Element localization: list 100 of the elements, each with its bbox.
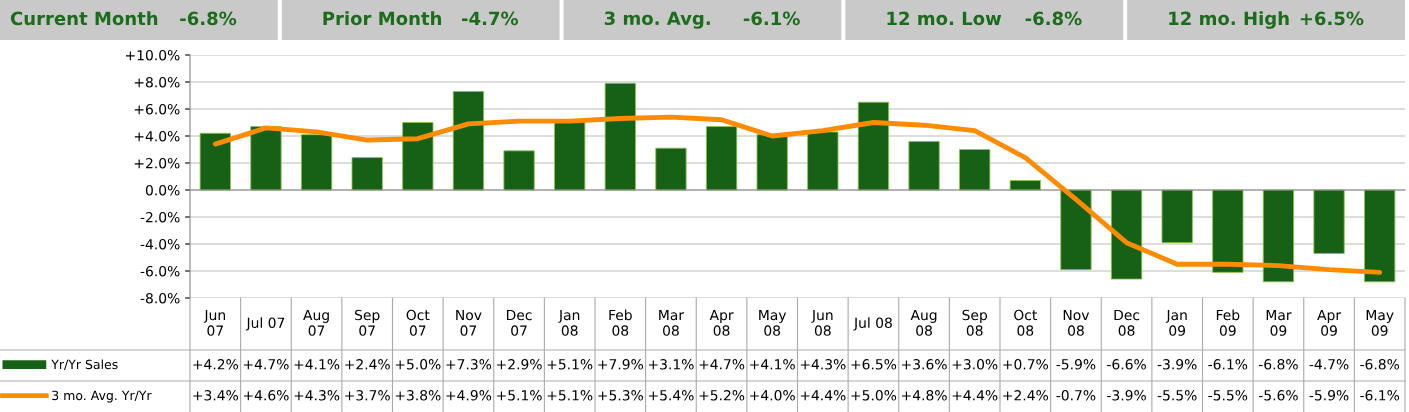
bar [604,82,636,191]
data-label: -3.9% [1107,390,1146,401]
data-label: +4.1% [294,359,340,370]
data-label: +7.9% [598,359,644,370]
x-tick-label: May 08 [759,309,787,336]
text: 3 mo. Avg. [604,11,710,29]
y-tick-label: -8.0% [140,292,180,304]
bar [1212,189,1244,273]
text: -6.8% [180,11,237,26]
bar [756,134,788,191]
bar [503,150,535,191]
data-label: +5.0% [851,390,897,401]
data-label: +3.7% [345,390,390,401]
data-label: +4.3% [800,359,846,370]
data-label: -3.9% [1157,359,1197,370]
data-label: -0.7% [1056,390,1096,401]
data-label: -6.6% [1107,359,1146,370]
data-label: +0.7% [1003,359,1049,370]
data-label: +2.9% [497,359,542,370]
data-label: +3.8% [395,390,441,401]
bar [250,126,282,191]
x-tick-label: May 09 [1366,309,1394,336]
bar [199,132,231,191]
data-label: +5.1% [547,359,593,370]
x-tick-label: Jun 08 [811,309,833,336]
x-tick-label: Feb 09 [1216,309,1240,336]
y-tick-label: +10.0% [125,49,180,61]
data-label: +4.4% [800,390,846,401]
data-label: +4.2% [193,359,239,370]
data-label: +2.4% [345,359,390,370]
text: -6.8% [1025,11,1082,26]
x-tick-label: Mar 09 [1266,309,1292,336]
x-tick-label: Dec 07 [506,309,532,336]
bar [655,147,687,191]
bar [1110,189,1143,280]
data-label: -6.1% [1360,390,1400,401]
bar [807,131,839,191]
text: 12 mo. Low [887,11,1002,26]
data-label: +4.9% [446,390,492,401]
y-tick-label: +4.0% [134,130,180,142]
bar [705,126,738,191]
data-label: +4.1% [750,359,795,370]
data-label: +4.3% [294,390,340,401]
text: Current Month [10,11,158,26]
y-tick-label: -4.0% [140,238,180,250]
text: -4.7% [462,11,519,26]
y-tick-label: +2.0% [134,157,180,169]
text: Prior Month [323,11,442,26]
data-label: +5.0% [395,359,441,370]
data-label: -5.9% [1309,390,1349,401]
data-label: +4.0% [750,390,795,401]
data-label: -5.6% [1258,390,1298,401]
data-label: +4.7% [243,359,289,370]
data-label: +3.4% [193,390,239,401]
x-tick-label: Nov 08 [1063,309,1090,336]
data-label: -5.5% [1157,390,1197,401]
x-tick-label: Nov 07 [456,309,482,336]
data-label: +3.0% [952,359,998,370]
y-tick-label: 0.0% [145,184,180,196]
y-tick-label: +6.0% [134,103,180,115]
data-label: +5.1% [497,390,542,401]
bar [1364,189,1396,283]
x-tick-label: Sep 08 [962,309,988,336]
x-tick-label: Jul 08 [853,317,892,331]
data-label: +5.4% [648,390,694,401]
bar [857,101,890,191]
bar [300,134,333,191]
bar [402,122,434,191]
x-tick-label: Jan 09 [1165,309,1187,336]
y-tick-label: -2.0% [140,211,180,223]
bar [1313,189,1345,254]
data-label: +4.4% [952,390,998,401]
x-tick-label: Apr 09 [1317,309,1342,336]
y-tick-label: -6.0% [140,265,180,277]
legend-label: Yr/Yr Sales [51,359,118,371]
data-label: +3.1% [648,359,694,370]
x-tick-label: Mar 08 [659,309,685,336]
bar [1161,189,1193,244]
text: 12 mo. High [1169,11,1289,29]
x-tick-label: Aug 07 [303,309,329,336]
x-tick-label: Oct 08 [1014,309,1037,336]
data-label: -5.5% [1208,390,1248,401]
bar [1060,189,1092,271]
data-label: +7.3% [446,359,492,370]
bar [554,120,586,191]
data-label: +5.2% [699,390,745,401]
data-label: -6.8% [1360,359,1400,370]
bar [351,157,383,191]
data-label: -4.7% [1309,359,1349,370]
x-tick-label: Feb 08 [609,309,632,336]
data-label: +6.5% [851,359,897,370]
x-tick-label: Dec 08 [1114,309,1140,336]
bar [1262,189,1295,283]
x-tick-label: Apr 08 [709,309,734,336]
text: +6.5% [1300,11,1364,26]
bar [959,149,991,191]
line-series [212,114,1383,275]
x-tick-label: Jul 07 [245,317,285,331]
x-tick-label: Sep 07 [355,309,380,336]
bar [908,140,940,191]
